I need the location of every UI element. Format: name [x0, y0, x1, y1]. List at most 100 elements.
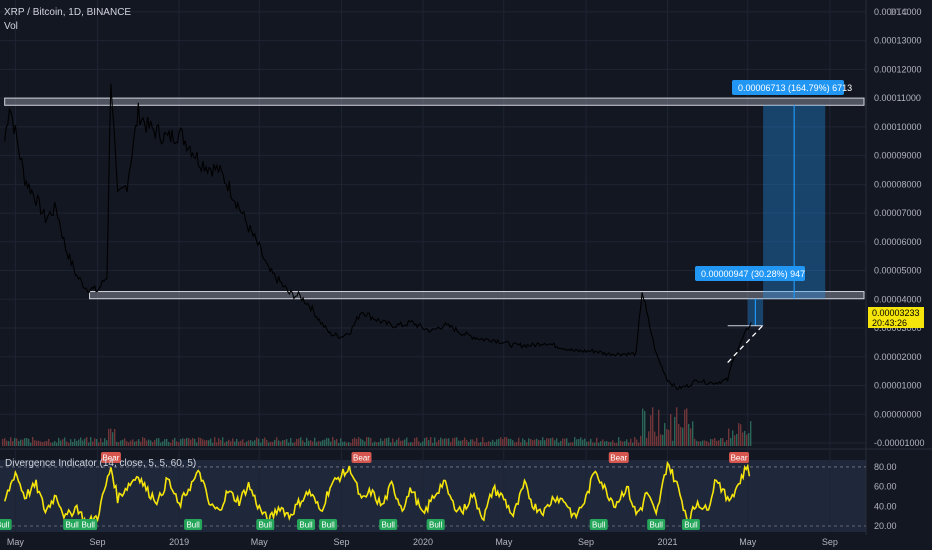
time-tick-label: 2019 — [169, 537, 189, 547]
divergence-signals: BullBullBullBullBullBullBullBullBullBull… — [0, 452, 750, 530]
volume-bar — [270, 441, 272, 446]
volume-bar — [628, 442, 630, 446]
volume-bar — [504, 437, 506, 446]
volume-bar — [734, 435, 736, 446]
volume-bar — [506, 437, 508, 446]
volume-bar — [196, 442, 198, 446]
volume-bar — [226, 441, 228, 446]
price-tick-label: 0.00009000 — [874, 151, 922, 161]
volume-bar — [344, 441, 346, 446]
volume-bar — [470, 439, 472, 446]
volume-bar — [216, 442, 218, 446]
volume-bar — [286, 439, 288, 446]
volume-bar — [534, 439, 536, 446]
volume-bar — [148, 439, 150, 446]
volume-bar — [260, 442, 262, 446]
time-tick-label: May — [251, 537, 269, 547]
volume-bar — [354, 437, 356, 446]
volume-bar — [492, 439, 494, 446]
volume-bar — [616, 442, 618, 446]
volume-bar — [634, 437, 636, 446]
volume-bar — [328, 438, 330, 446]
volume-bar — [578, 439, 580, 446]
indicator-tick-label: 20.00 — [874, 521, 897, 531]
support-resistance-zone — [89, 291, 865, 300]
volume-bar — [194, 438, 196, 446]
indicator-axis[interactable]: 80.00 60.00 40.00 20.00 — [874, 462, 897, 531]
volume-bar — [698, 441, 700, 446]
volume-bar — [368, 437, 370, 446]
svg-text:Bull: Bull — [0, 521, 10, 530]
volume-bars — [2, 407, 752, 446]
time-tick-label: Sep — [90, 537, 106, 547]
support-resistance-zone — [4, 97, 865, 106]
volume-bar — [740, 424, 742, 446]
volume-bar — [646, 437, 648, 446]
volume-bar — [472, 439, 474, 446]
volume-bar — [132, 439, 134, 446]
volume-bar — [16, 438, 18, 446]
volume-bar — [644, 410, 646, 446]
volume-bar — [190, 439, 192, 446]
volume-bar — [686, 408, 688, 446]
volume-bar — [582, 439, 584, 446]
volume-bar — [406, 437, 408, 446]
volume-bar — [738, 423, 740, 446]
volume-bar — [658, 409, 660, 446]
volume-bar — [546, 438, 548, 446]
volume-bar — [684, 409, 686, 446]
volume-bar — [120, 440, 122, 446]
bull-signal: Bull — [63, 519, 82, 530]
volume-bar — [268, 442, 270, 446]
volume-bar — [300, 437, 302, 446]
volume-bar — [8, 441, 10, 446]
volume-bar — [416, 437, 418, 446]
volume-bar — [730, 437, 732, 446]
volume-bar — [380, 438, 382, 446]
volume-bar — [704, 440, 706, 446]
volume-bar — [36, 440, 38, 446]
volume-bar — [508, 438, 510, 446]
volume-bar — [600, 441, 602, 446]
horizontal-zones[interactable] — [4, 97, 865, 300]
volume-bar — [576, 439, 578, 446]
volume-bar — [538, 440, 540, 446]
volume-bar — [610, 442, 612, 446]
volume-bar — [206, 440, 208, 446]
time-axis[interactable]: May Sep 2019 May Sep 2020 May Sep 2021 May Sep — [7, 537, 838, 547]
volume-bar — [528, 438, 530, 446]
volume-bar — [664, 423, 666, 446]
volume-bar — [186, 437, 188, 446]
volume-bar — [228, 439, 230, 446]
volume-bar — [310, 440, 312, 446]
volume-bar — [428, 440, 430, 446]
volume-bar — [400, 440, 402, 446]
volume-bar — [104, 438, 106, 446]
volume-bar — [232, 438, 234, 446]
volume-bar — [372, 442, 374, 446]
volume-bar — [402, 440, 404, 446]
volume-bar — [744, 430, 746, 446]
volume-bar — [514, 442, 516, 446]
svg-text:Bull: Bull — [650, 521, 664, 530]
volume-bar — [266, 439, 268, 446]
volume-bar — [88, 442, 90, 446]
volume-bar — [30, 442, 32, 446]
volume-bar — [264, 437, 266, 446]
volume-bar — [384, 438, 386, 446]
price-tick-label: 0.00006000 — [874, 237, 922, 247]
volume-bar — [80, 437, 82, 446]
volume-bar — [82, 440, 84, 446]
svg-text:Bull: Bull — [382, 521, 396, 530]
volume-bar — [164, 439, 166, 446]
volume-bar — [516, 441, 518, 446]
price-axis[interactable]: 0.00014000 0.00013000 0.00012000 0.00011000… — [874, 7, 925, 448]
svg-text:Bull: Bull — [259, 521, 273, 530]
volume-bar — [654, 431, 656, 446]
volume-bar — [476, 437, 478, 446]
measure-upper-label[interactable]: 0.00006713 (164.79%) 6713 — [732, 80, 852, 95]
measure-lower-label[interactable]: 0.00000947 (30.28%) 947 — [695, 266, 805, 281]
volume-bar — [596, 437, 598, 446]
volume-bar — [274, 439, 276, 446]
